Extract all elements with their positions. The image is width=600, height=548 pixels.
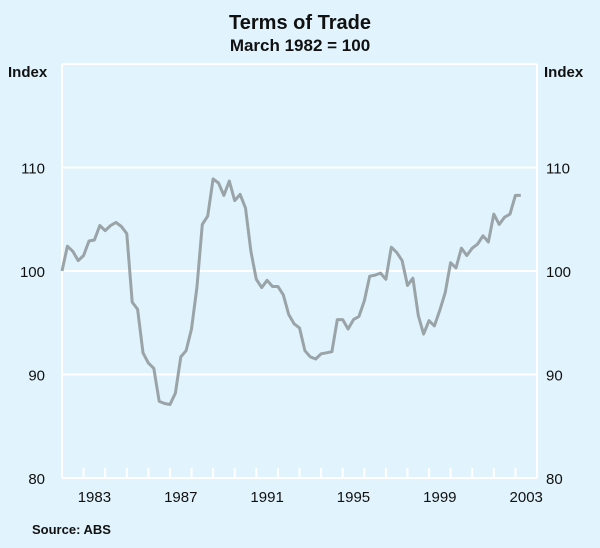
x-tick-label-1987: 1987 [164,489,197,506]
y-axis-label-left: Index [8,64,48,81]
y-tick-label-left: 100 [20,264,45,281]
y-tick-label-left: 90 [28,368,45,385]
x-tick-label-2003: 2003 [510,489,543,506]
y-axis-label-right: Index [544,64,584,81]
series-line-terms-of-trade [60,177,521,406]
source-note: Source: ABS [32,522,111,537]
x-tick-label-1991: 1991 [250,489,283,506]
x-tick-label-1983: 1983 [78,489,111,506]
x-tick-labels: 1983 1987 1991 1995 1999 2003 [78,489,543,506]
gridlines [61,63,538,479]
x-tick-label-1995: 1995 [337,489,370,506]
y-tick-label-right: 100 [546,264,571,281]
y-tick-label-right: 80 [546,471,563,488]
y-tick-label-right: 90 [546,368,563,385]
y-tick-label-right: 110 [546,161,570,178]
axis-ticks [82,468,517,478]
y-tick-labels: 80 80 90 90 100 100 110 110 [20,161,571,489]
y-tick-label-left: 80 [28,471,45,488]
data-points [61,178,521,405]
chart-subtitle: March 1982 = 100 [230,36,370,55]
y-tick-label-left: 110 [21,161,45,178]
x-tick-label-1999: 1999 [423,489,456,506]
chart-title: Terms of Trade [229,12,371,34]
